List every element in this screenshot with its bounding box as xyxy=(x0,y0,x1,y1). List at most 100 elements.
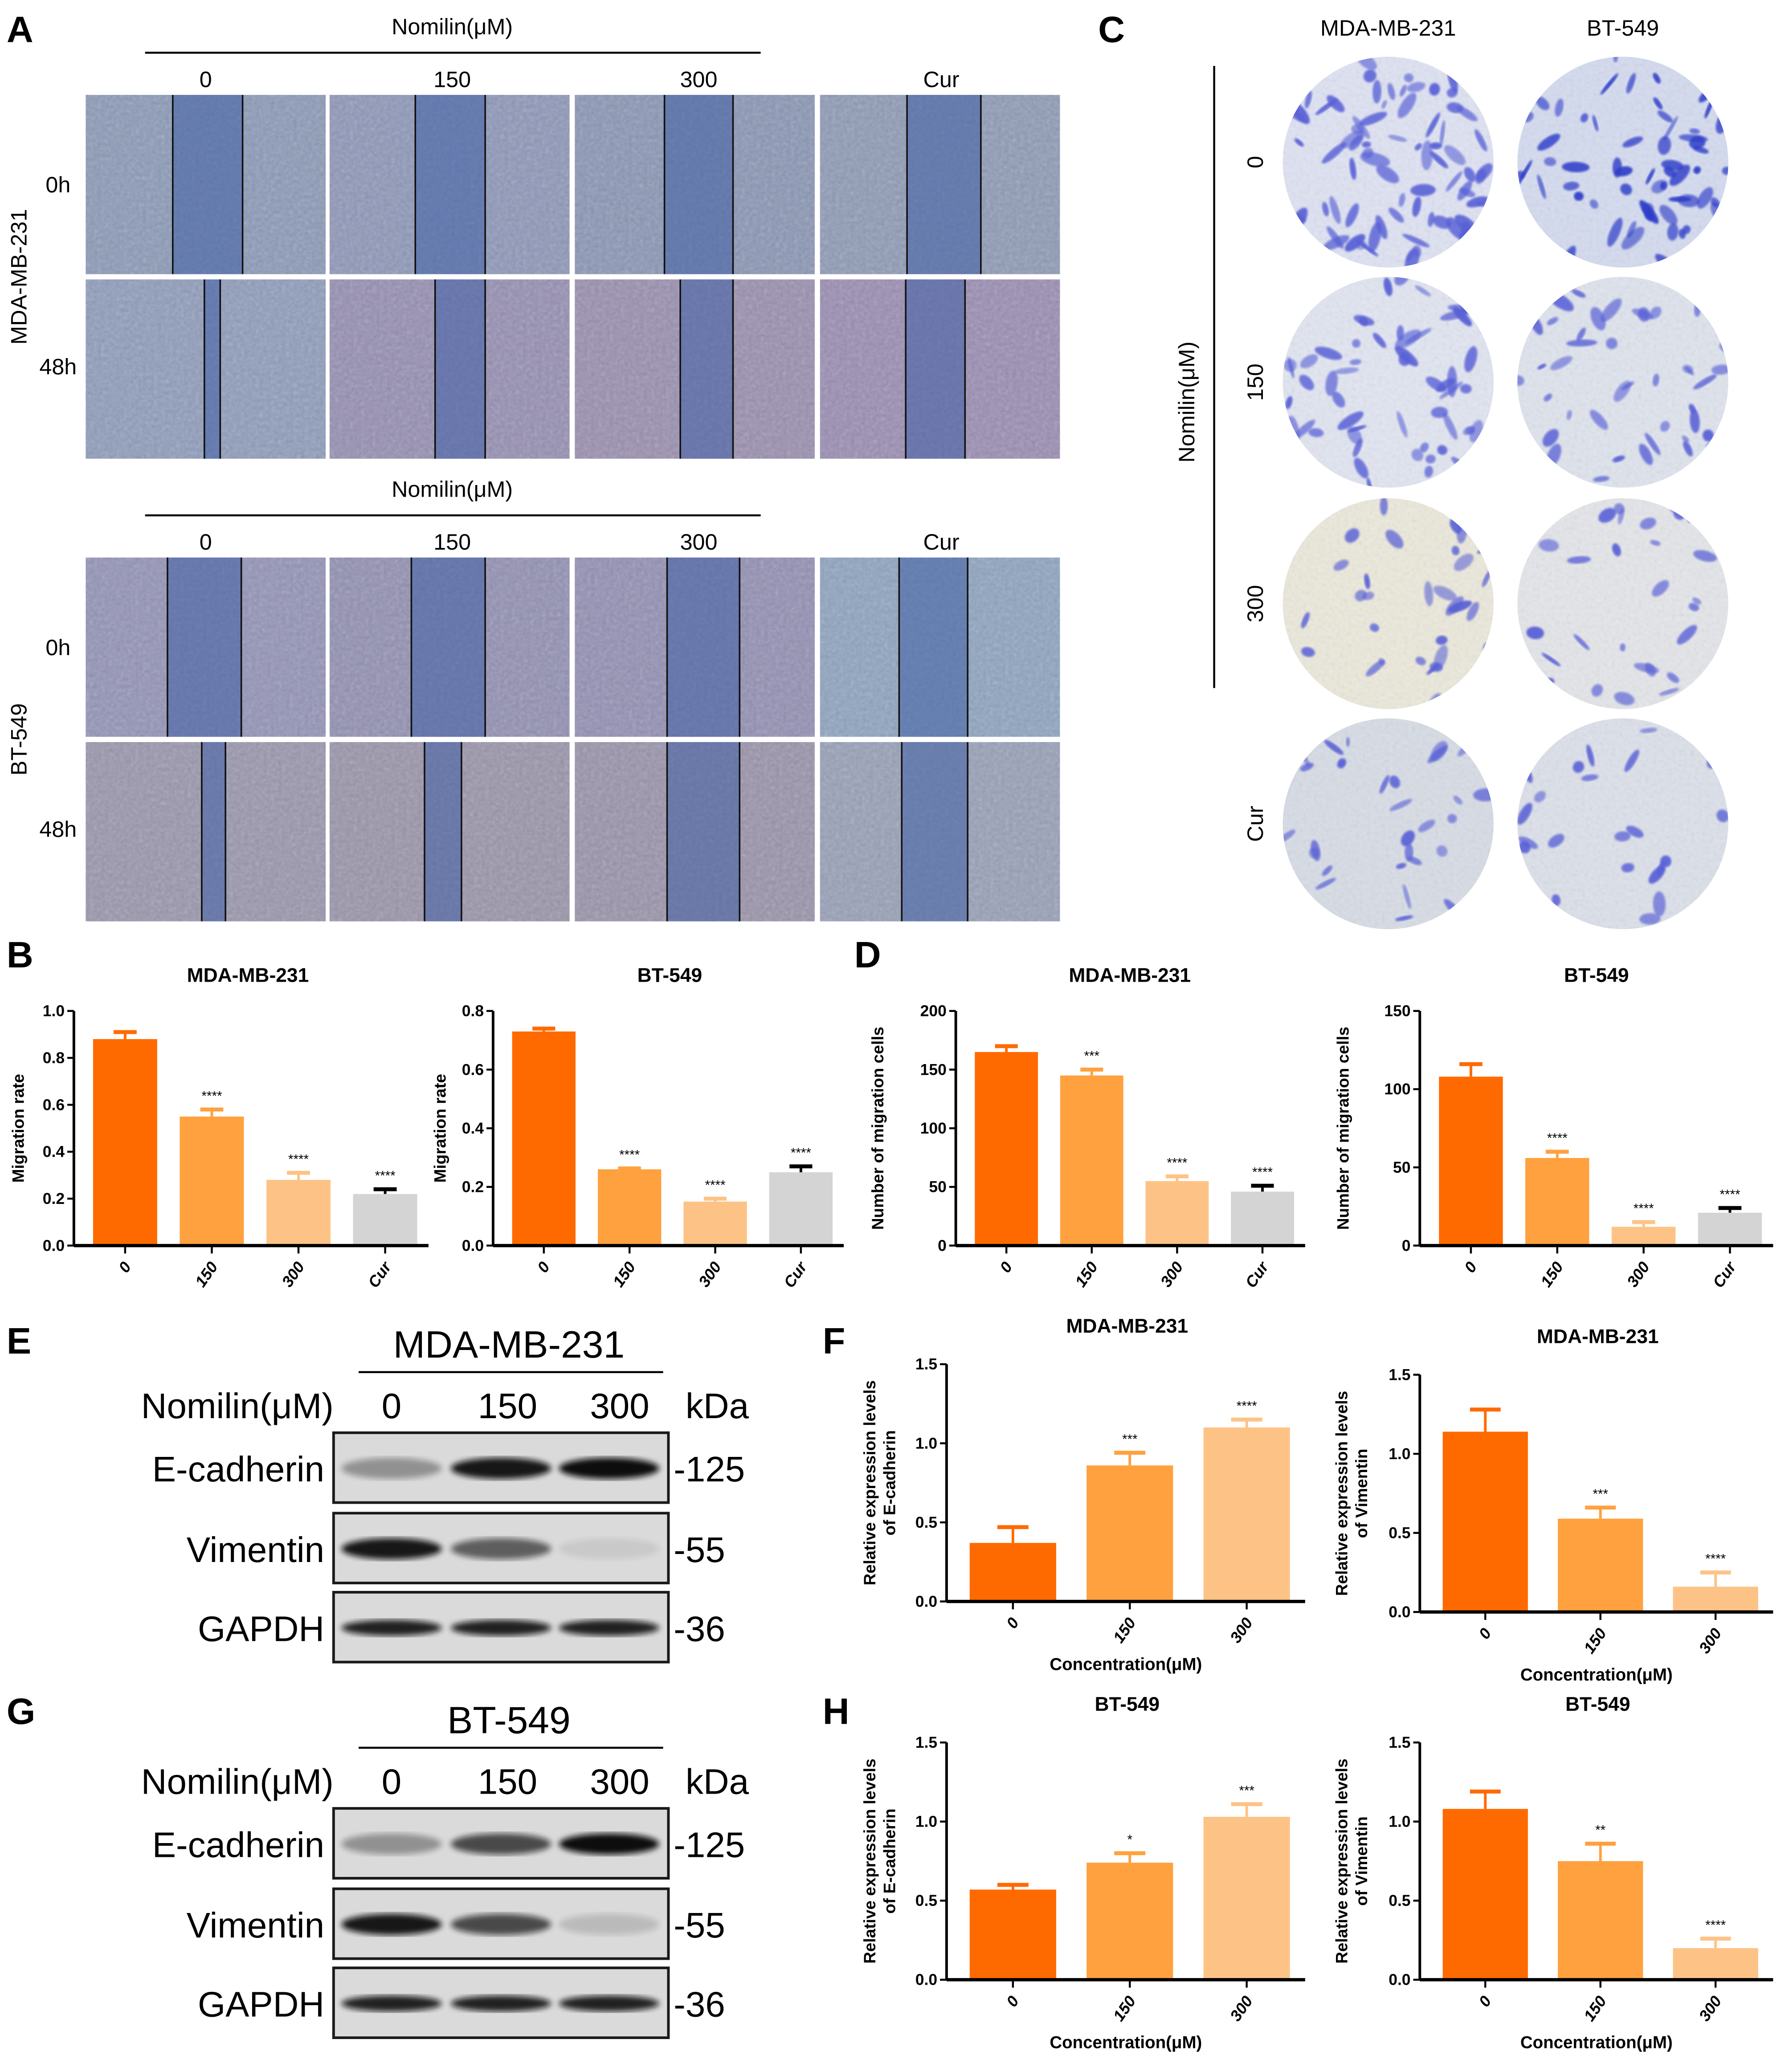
significance-mark: **** xyxy=(791,1146,812,1160)
x-tick-label: 150 xyxy=(1110,1993,1140,2025)
x-tick-label: 150 xyxy=(1537,1258,1567,1290)
y-tick-label: 150 xyxy=(1384,1002,1410,1020)
y-tick-label: 0.5 xyxy=(915,1892,937,1909)
row-label: 0h xyxy=(45,635,70,660)
bar xyxy=(1060,1075,1123,1246)
bar xyxy=(1442,1809,1528,1980)
y-tick-label: 0 xyxy=(938,1236,947,1254)
transwell-image xyxy=(1517,57,1728,268)
bar-chart xyxy=(67,1010,429,1254)
y-tick-label: 150 xyxy=(920,1060,947,1078)
column-label: Cur xyxy=(923,529,960,555)
transwell-image xyxy=(1517,277,1728,488)
lane-label: 150 xyxy=(478,1762,537,1802)
bar xyxy=(1558,1861,1643,1980)
bar-chart xyxy=(1413,1741,1773,1988)
wound-image xyxy=(820,557,1060,737)
panel-label: B xyxy=(7,934,33,975)
x-tick-label: 300 xyxy=(695,1258,725,1290)
x-tick-label: 150 xyxy=(1110,1614,1140,1646)
x-tick-label: 300 xyxy=(278,1258,308,1290)
significance-mark: *** xyxy=(1122,1432,1138,1447)
panel-label: H xyxy=(823,1691,850,1732)
y-tick-label: 1.5 xyxy=(1389,1366,1410,1383)
x-tick-label: 300 xyxy=(1226,1614,1256,1646)
bar xyxy=(969,1543,1056,1602)
significance-mark: **** xyxy=(201,1089,222,1103)
treatment-label: Nomilin(μM) xyxy=(392,14,513,39)
blot-band xyxy=(341,1833,442,1855)
x-tick-label: 0 xyxy=(115,1258,135,1276)
transwell-image xyxy=(1283,57,1494,268)
y-tick-label: 0.4 xyxy=(43,1143,65,1161)
cell-line-label: BT-549 xyxy=(6,703,31,775)
x-axis-label: Concentration(μM) xyxy=(1520,1665,1673,1685)
bar xyxy=(1673,1587,1758,1612)
row-label: 300 xyxy=(1242,585,1268,622)
column-label: 150 xyxy=(433,529,471,555)
blot-band xyxy=(451,1913,551,1935)
wound-image xyxy=(329,95,570,274)
x-tick-label: Cur xyxy=(364,1258,395,1291)
x-tick-label: 150 xyxy=(1580,1993,1610,2025)
blot-band xyxy=(341,1457,442,1479)
treatment-label: Nomilin(μM) xyxy=(392,477,513,502)
kda-label: -125 xyxy=(674,1449,745,1489)
bar xyxy=(1086,1465,1173,1602)
blot-band xyxy=(559,1833,659,1855)
y-tick-label: 1.5 xyxy=(915,1355,937,1373)
blot-band xyxy=(451,1833,551,1855)
significance-mark: **** xyxy=(1720,1187,1740,1202)
panel-label: E xyxy=(7,1320,31,1362)
y-axis-label: Migration rate xyxy=(431,1074,449,1183)
bar xyxy=(683,1201,747,1246)
blot-band xyxy=(559,1538,659,1559)
y-tick-label: 0.0 xyxy=(43,1236,65,1254)
wound-image xyxy=(86,557,326,737)
y-tick-label: 0.5 xyxy=(915,1513,937,1531)
panel-label: G xyxy=(7,1691,35,1732)
y-tick-label: 0.4 xyxy=(462,1119,484,1137)
bar xyxy=(266,1180,331,1246)
cell-line-label: MDA-MB-231 xyxy=(6,209,31,345)
protein-label: GAPDH xyxy=(198,1609,324,1648)
treatment-label: Nomilin(μM) xyxy=(141,1386,334,1426)
bar xyxy=(1698,1212,1762,1246)
bar xyxy=(1145,1181,1209,1246)
y-tick-label: 100 xyxy=(920,1119,947,1137)
column-label: 300 xyxy=(680,66,718,92)
y-axis-label: Number of migration cells xyxy=(1334,1027,1352,1230)
significance-mark: **** xyxy=(1167,1155,1188,1170)
blot-band xyxy=(559,1913,659,1935)
x-axis-label: Concentration(μM) xyxy=(1520,2033,1673,2052)
y-tick-label: 50 xyxy=(929,1178,947,1196)
x-tick-label: 0 xyxy=(996,1258,1016,1276)
y-tick-label: 0.0 xyxy=(1389,1603,1410,1621)
wound-image xyxy=(575,557,815,737)
wound-image xyxy=(820,279,1060,459)
western-blot xyxy=(332,1746,670,2039)
treatment-label: Nomilin(μM) xyxy=(1174,342,1199,463)
bar xyxy=(1673,1948,1758,1980)
bar xyxy=(1086,1863,1173,1980)
kda-label: -36 xyxy=(674,1609,725,1648)
y-tick-label: 1.5 xyxy=(1389,1733,1410,1751)
blot-band xyxy=(341,1995,442,2011)
y-tick-label: 1.0 xyxy=(43,1002,65,1020)
column-label: MDA-MB-231 xyxy=(1320,15,1456,41)
bar-chart xyxy=(940,1741,1305,1988)
y-axis-label: Relative expression levels xyxy=(861,1380,879,1586)
x-tick-label: 0 xyxy=(1003,1993,1022,2010)
y-tick-label: 0.0 xyxy=(462,1236,484,1254)
lane-label: 300 xyxy=(590,1762,649,1802)
transwell-image xyxy=(1517,498,1728,710)
wound-image xyxy=(86,742,326,922)
wound-image xyxy=(329,279,570,459)
column-label: 0 xyxy=(200,529,212,555)
wound-healing-block xyxy=(86,514,1060,922)
x-tick-label: 150 xyxy=(1071,1258,1101,1290)
column-label: 0 xyxy=(200,66,212,92)
protein-label: Vimentin xyxy=(187,1905,324,1945)
y-axis-label: of Vimentin xyxy=(1352,1449,1371,1538)
blot-band xyxy=(341,1913,442,1935)
